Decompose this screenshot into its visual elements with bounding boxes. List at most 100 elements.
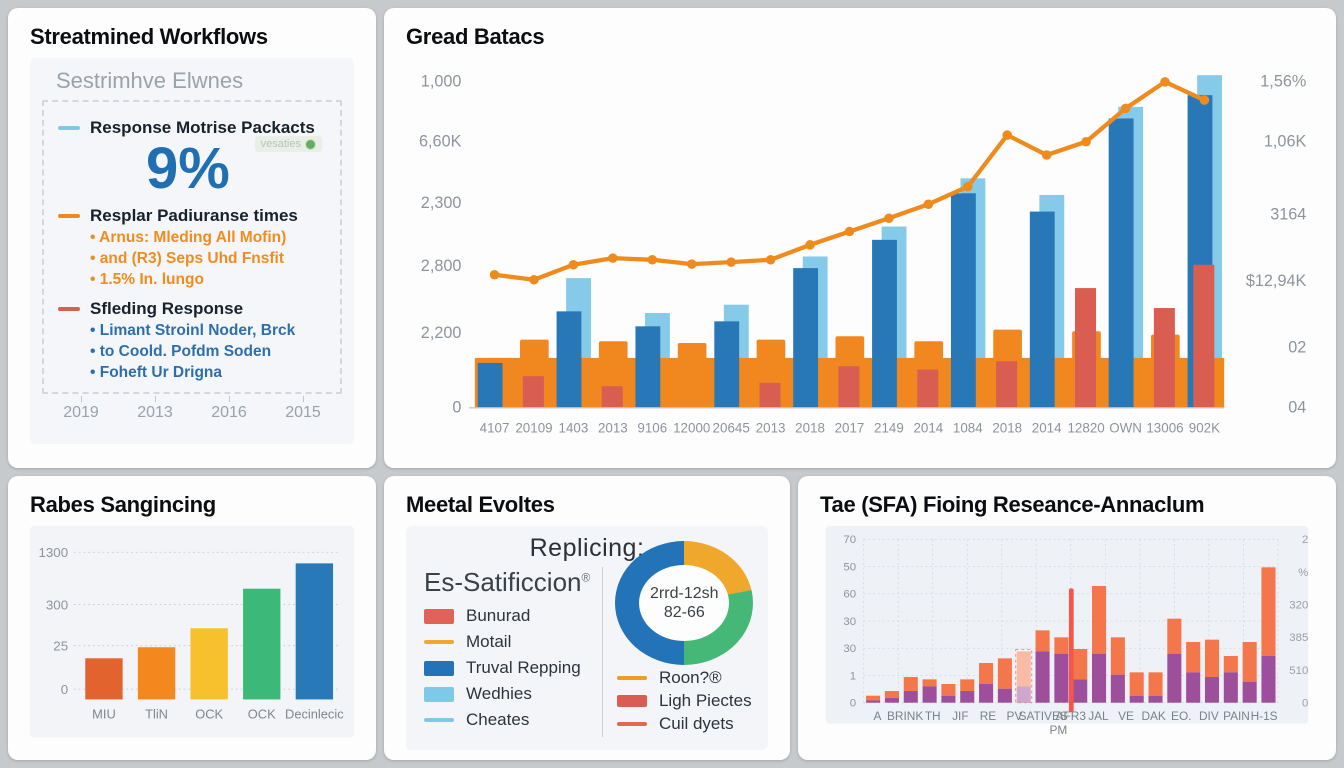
line-marker (1081, 136, 1091, 147)
rect-swatch-icon (424, 686, 454, 702)
bar-orange-segment (1073, 649, 1088, 680)
line-marker (1120, 103, 1131, 114)
bar-purple-segment (1204, 677, 1220, 703)
bar-purple-segment (1242, 681, 1257, 703)
line-marker (844, 226, 855, 237)
bar-red (1193, 264, 1215, 408)
rect-swatch-icon (424, 608, 454, 624)
line-marker (1160, 77, 1170, 87)
y-left-tick: 60 (843, 589, 856, 601)
y-right-tick: 2 (1302, 534, 1308, 546)
bar-orange-segment (979, 663, 994, 685)
bar-orange-segment (1054, 637, 1069, 654)
vertical-divider (601, 567, 603, 737)
bar-blue (635, 326, 661, 408)
x-tick-label: 2149 (874, 421, 904, 436)
combo-chart: 1,000 6,60K 2,300 2,800 2,200 0 1,56% 1,06K 3164… (406, 58, 1314, 460)
kpi-value: 9% (146, 136, 230, 201)
panel-title: Rabes Sangincing (30, 492, 216, 517)
workflows-sections: Response Motrise Packacts 9% Resplar Padiu… (58, 118, 330, 384)
y-left-tick: 30 (843, 616, 856, 628)
y-left-tick: 1,000 (421, 73, 462, 91)
line-marker (923, 199, 934, 210)
bar-orange-segment (1186, 642, 1201, 673)
x-tick-label: 2018 (795, 421, 825, 436)
y-right-tick: 320 (1289, 599, 1308, 611)
y-left-tick: 50 (843, 561, 856, 573)
x-sub-label: PM (1049, 723, 1067, 737)
meetal-body: Replicing: Es-Satificcion® Bunurad Motail… (406, 526, 768, 750)
x-tick-label: SATIVES (1019, 709, 1068, 723)
x-tick-label: Decinlecic (285, 706, 344, 721)
line-marker (726, 257, 736, 267)
x-tick-label: 9106 (637, 421, 667, 436)
bar-orange-segment (1204, 639, 1220, 678)
satisfaction-title: Es-Satificcion® (424, 567, 591, 597)
panel-title: Tae (SFA) Fioing Reseance-Annaclum (820, 492, 1205, 517)
section-title: Resplar Padiuranse times (90, 206, 298, 225)
meetal-heading: Replicing: (529, 534, 645, 562)
x-tick-label: JAL (1088, 709, 1109, 723)
section-items: • Limant Stroinl Noder, Brck • to Coold. … (90, 321, 330, 384)
legend-section: Resplar Padiuranse times (58, 206, 330, 226)
bar-purple-segment (866, 700, 881, 703)
y-right-tick: 510 (1289, 665, 1308, 677)
legend-section: Response Motrise Packacts (58, 118, 330, 138)
section-item: • 1.5% In. lungo (90, 270, 204, 288)
x-tick-label: OWN (1109, 421, 1142, 436)
line-marker (608, 253, 618, 263)
dash-marker-icon (58, 214, 80, 218)
bar-red (917, 369, 939, 408)
x-tick-label: PV. (1007, 709, 1025, 723)
bar (243, 588, 281, 700)
legend-section: Sfleding Response (58, 299, 330, 319)
bar-blue (793, 268, 819, 408)
panel-title: Gread Batacs (406, 24, 545, 49)
x-tick-label: DAK (1141, 709, 1165, 723)
y-right-tick: 3164 (1270, 206, 1306, 224)
satisfaction-legend-block: Es-Satificcion® Bunurad Motail Truval Repp… (416, 567, 594, 737)
y-right-tick: 02 (1288, 339, 1306, 357)
workflows-body: Sestrimhve Elwnes vesaties Response Motr… (30, 58, 354, 444)
combo-chart-svg: 1,000 6,60K 2,300 2,800 2,200 0 1,56% 1,06K 3164… (419, 73, 1306, 436)
legend-label: Roon?® (658, 668, 722, 687)
bar-chart-svg: 1300 300 25 0 MIU TliN OCK OCK Decinlecic (30, 526, 354, 738)
legend-label: Bunurad (466, 606, 531, 625)
x-tick-label: AFR3 (1056, 709, 1087, 723)
x-axis-label: 2019 (44, 396, 118, 422)
legend-label: Ligh Piectes (658, 691, 752, 710)
line-marker (1041, 150, 1052, 160)
panel-meetal-evoltes: Meetal Evoltes Replicing: Es-Satificcion… (384, 476, 790, 760)
y-tick: 0 (61, 682, 68, 697)
bar-orange-segment (1223, 656, 1238, 673)
bar-purple-segment (922, 686, 937, 703)
legend-label: Truval Repping (466, 658, 581, 677)
line-marker (1199, 95, 1210, 105)
bar-orange-segment (903, 677, 918, 692)
x-axis-label: 2016 (192, 396, 266, 422)
bar-purple-segment (960, 691, 975, 703)
stacked-bar-chart-svg: 70 50 60 30 30 1 0 2% 320 385 510 0 A BRINK TH JIF RE PV.… (825, 526, 1309, 737)
x-tick-label: JIF (952, 709, 968, 723)
panel-title: Meetal Evoltes (406, 492, 555, 517)
bar-orange-segment (884, 691, 899, 699)
x-tick-label: 20109 (515, 421, 552, 436)
bar-red (522, 376, 544, 408)
line-marker (529, 274, 539, 285)
line-marker (805, 240, 815, 250)
bar (190, 628, 228, 700)
section-item: • to Coold. Pofdm Soden (90, 342, 272, 360)
bar-blue (556, 311, 582, 408)
bar-orange-segment (1110, 637, 1125, 675)
bar (85, 658, 123, 700)
bar-orange-segment (1261, 567, 1276, 657)
spike-bar (1068, 588, 1074, 713)
line-swatch-icon (424, 640, 454, 644)
y-left-tick: 2,300 (421, 194, 462, 212)
x-tick-label: 2013 (598, 421, 628, 436)
x-tick-label: 2013 (756, 421, 786, 436)
workflows-x-axis: 2019 2013 2016 2015 (44, 396, 340, 422)
line-marker (647, 255, 658, 265)
y-tick: 1300 (38, 545, 68, 560)
bar-blue (1108, 118, 1134, 408)
